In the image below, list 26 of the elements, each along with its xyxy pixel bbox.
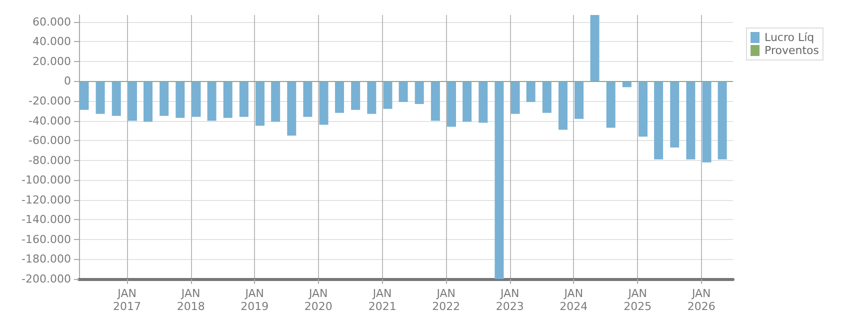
y-tick-label: 60.000 <box>32 15 71 28</box>
y-tick-label: 40.000 <box>32 35 71 48</box>
x-tick-label: JAN 2025 <box>624 287 652 313</box>
x-tick-label: JAN 2023 <box>496 287 524 313</box>
x-tick-label: JAN 2020 <box>304 287 332 313</box>
y-tick-label: 20.000 <box>32 54 71 68</box>
legend-label: Lucro Líq <box>764 31 814 44</box>
legend-label: Proventos <box>764 44 820 57</box>
x-tick-label: JAN 2024 <box>560 287 588 313</box>
y-tick-label: -20.000 <box>28 94 71 108</box>
x-tick-label: JAN 2017 <box>113 287 142 313</box>
x-tick-label: JAN 2022 <box>432 287 460 313</box>
y-tick-label: -160.000 <box>22 232 71 246</box>
x-tick-label: JAN 2019 <box>240 287 269 313</box>
x-tick-label: JAN 2021 <box>368 287 396 313</box>
y-tick-label: -180.000 <box>22 252 71 266</box>
y-tick-label: -60.000 <box>28 134 71 148</box>
y-tick-label: 0 <box>64 74 71 88</box>
y-tick-label: -200.000 <box>22 272 71 286</box>
y-tick-label: -100.000 <box>22 174 71 187</box>
y-tick-label: -120.000 <box>22 193 71 206</box>
y-tick-label: -80.000 <box>28 154 71 167</box>
y-tick-label: -40.000 <box>28 114 71 128</box>
y-tick-label: -140.000 <box>22 213 71 226</box>
x-tick-label: JAN 2018 <box>176 287 205 313</box>
x-tick-label: JAN 2026 <box>687 287 716 313</box>
